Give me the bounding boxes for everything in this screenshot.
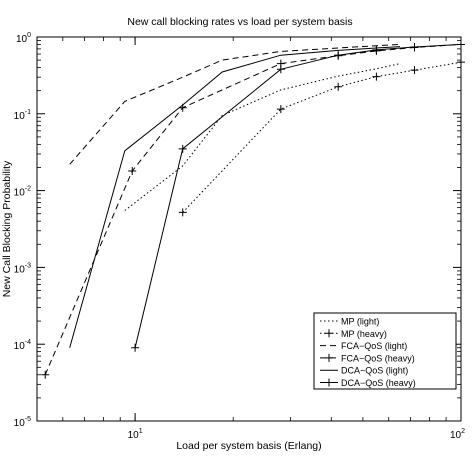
axis-ticks: 101 102 10-5 10-4 10-3 10-2 10-1 100 xyxy=(14,32,465,441)
legend-label: DCA−QoS (light) xyxy=(341,366,408,376)
series-1 xyxy=(124,63,401,211)
x-axis-label: Load per system basis (Erlang) xyxy=(176,440,321,452)
series-5 xyxy=(69,46,401,348)
series-layer xyxy=(41,40,465,379)
legend-box xyxy=(313,312,457,390)
legend-label: MP (heavy) xyxy=(341,329,387,339)
legend-label: FCA−QoS (light) xyxy=(341,341,407,351)
y-tick-label: 10-5 xyxy=(14,416,31,429)
legend: MP (light) MP (heavy) FCA−QoS (light) FCA−Q… xyxy=(313,312,457,390)
legend-marker xyxy=(325,329,333,338)
y-tick-label: 100 xyxy=(16,32,31,45)
plot-frame xyxy=(36,36,462,422)
legend-item: DCA−QoS (light) xyxy=(320,366,408,376)
legend-label: MP (light) xyxy=(341,317,379,327)
data-point-marker xyxy=(457,40,465,49)
series-6 xyxy=(131,40,465,352)
legend-item: FCA−QoS (light) xyxy=(320,341,407,351)
legend-label: FCA−QoS (heavy) xyxy=(341,353,415,363)
series-3 xyxy=(69,43,401,165)
data-point-marker xyxy=(178,208,187,217)
legend-item: MP (heavy) xyxy=(320,329,387,339)
legend-item: MP (light) xyxy=(320,317,379,327)
series-line xyxy=(124,63,401,211)
y-tick-label: 10-2 xyxy=(14,186,31,199)
data-point-marker xyxy=(372,45,381,54)
series-line xyxy=(182,61,462,213)
legend-item: DCA−QoS (heavy) xyxy=(320,378,416,388)
x-tick-label: 102 xyxy=(450,428,465,441)
data-point-marker xyxy=(41,370,50,379)
y-tick-label: 10-1 xyxy=(14,109,31,122)
legend-label: DCA−QoS (heavy) xyxy=(341,378,416,388)
series-2 xyxy=(178,58,465,217)
data-point-marker xyxy=(410,43,419,52)
data-point-marker xyxy=(410,66,419,75)
series-line xyxy=(134,43,462,348)
data-point-marker xyxy=(334,82,343,91)
data-point-marker xyxy=(276,65,285,74)
data-point-marker xyxy=(334,51,343,60)
chart-title: New call blocking rates vs load per syst… xyxy=(127,16,352,28)
y-tick-label: 10-4 xyxy=(14,339,31,352)
data-point-marker xyxy=(131,343,140,352)
series-line xyxy=(69,46,401,348)
x-tick-label: 101 xyxy=(128,428,143,441)
legend-marker xyxy=(325,353,333,362)
y-tick-label: 10-3 xyxy=(14,262,31,275)
y-axis-label: New Call Blocking Probability xyxy=(1,160,13,297)
legend-marker xyxy=(325,378,333,387)
series-line xyxy=(44,43,462,375)
series-line xyxy=(69,43,401,165)
legend-item: FCA−QoS (heavy) xyxy=(320,353,415,363)
data-point-marker xyxy=(276,105,285,114)
data-point-marker xyxy=(178,144,187,153)
data-point-marker xyxy=(372,72,381,81)
data-point-marker xyxy=(457,58,465,67)
data-point-marker xyxy=(128,166,137,175)
